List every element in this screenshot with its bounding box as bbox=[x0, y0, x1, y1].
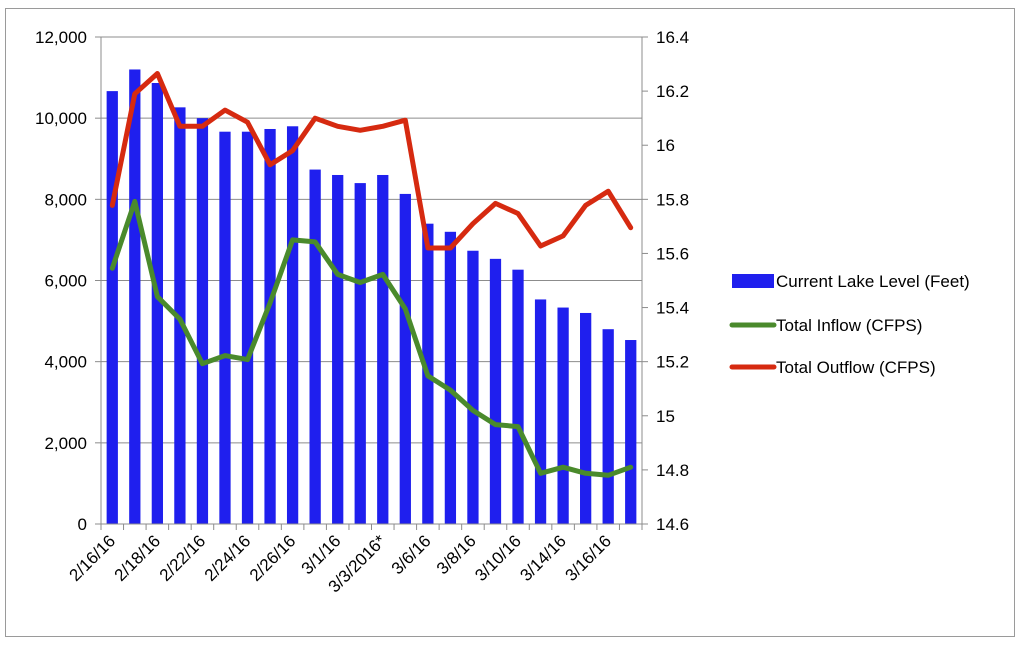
lake-level-bars bbox=[106, 69, 637, 525]
legend-swatch-bar bbox=[732, 274, 774, 288]
left-tick-label: 2,000 bbox=[44, 434, 87, 453]
left-tick-label: 8,000 bbox=[44, 190, 87, 209]
left-axis-ticks: 0 2,000 4,000 6,000 8,000 10,000 12,000 bbox=[35, 28, 101, 534]
x-tick-label: 2/18/16 bbox=[111, 531, 165, 585]
bar-lake-level bbox=[512, 269, 524, 524]
legend-label: Current Lake Level (Feet) bbox=[776, 272, 970, 291]
legend-label: Total Outflow (CFPS) bbox=[776, 358, 936, 377]
x-tick-label: 3/14/16 bbox=[516, 531, 570, 585]
left-tick-label: 6,000 bbox=[44, 272, 87, 291]
bar-lake-level bbox=[625, 340, 637, 524]
right-tick-label: 15.8 bbox=[656, 190, 689, 209]
x-tick-label: 2/22/16 bbox=[156, 531, 210, 585]
bar-lake-level bbox=[377, 174, 389, 524]
x-tick-label: 2/26/16 bbox=[246, 531, 300, 585]
right-tick-label: 15.4 bbox=[656, 299, 689, 318]
bar-lake-level bbox=[151, 82, 163, 524]
x-tick-label: 3/6/16 bbox=[388, 531, 435, 578]
right-tick-label: 16.4 bbox=[656, 28, 689, 47]
bar-lake-level bbox=[444, 231, 457, 525]
legend: Current Lake Level (Feet) Total Inflow (C… bbox=[729, 272, 970, 377]
bar-lake-level bbox=[129, 69, 141, 524]
bar-lake-level bbox=[286, 126, 299, 525]
bar-lake-level bbox=[534, 299, 547, 524]
x-tick-label: 3/10/16 bbox=[471, 531, 525, 585]
x-tick-label: 2/24/16 bbox=[201, 531, 255, 585]
outflow-line bbox=[109, 71, 634, 251]
flow-lines bbox=[109, 71, 634, 478]
right-tick-label: 16 bbox=[656, 136, 675, 155]
left-tick-label: 12,000 bbox=[35, 28, 87, 47]
right-tick-label: 16.2 bbox=[656, 82, 689, 101]
left-tick-label: 0 bbox=[78, 515, 87, 534]
right-tick-label: 15 bbox=[656, 407, 675, 426]
bar-lake-level bbox=[241, 131, 254, 524]
bar-lake-level bbox=[354, 183, 366, 524]
right-tick-label: 15.6 bbox=[656, 244, 689, 263]
right-tick-label: 14.8 bbox=[656, 461, 689, 480]
right-tick-label: 14.6 bbox=[656, 515, 689, 534]
left-tick-label: 10,000 bbox=[35, 109, 87, 128]
bar-lake-level bbox=[602, 329, 614, 524]
bar-lake-level bbox=[467, 250, 479, 524]
bar-lake-level bbox=[309, 169, 321, 525]
x-axis-ticks: 2/16/162/18/162/22/162/24/162/26/163/1/1… bbox=[66, 531, 615, 596]
left-tick-label: 4,000 bbox=[44, 353, 87, 372]
grid-lines bbox=[101, 36, 642, 525]
x-tick-label: 3/16/16 bbox=[561, 531, 615, 585]
bar-lake-level bbox=[196, 118, 209, 525]
bar-lake-level bbox=[106, 91, 118, 524]
legend-label: Total Inflow (CFPS) bbox=[776, 316, 922, 335]
bar-lake-level bbox=[489, 258, 502, 524]
bar-lake-level bbox=[580, 312, 592, 524]
right-axis-ticks: 14.6 14.8 15 15.2 15.4 15.6 15.8 16 16.2 16.4 bbox=[642, 28, 689, 534]
bar-lake-level bbox=[332, 174, 344, 524]
inflow-line bbox=[109, 198, 634, 478]
chart-frame: 0 2,000 4,000 6,000 8,000 10,000 12,000 14.6 14… bbox=[5, 8, 1015, 637]
x-tick-label: 2/16/16 bbox=[66, 531, 120, 585]
bar-lake-level bbox=[264, 128, 276, 524]
bar-lake-level bbox=[399, 193, 411, 524]
bar-lake-level bbox=[219, 131, 231, 524]
right-tick-label: 15.2 bbox=[656, 353, 689, 372]
bar-lake-level bbox=[557, 307, 569, 524]
